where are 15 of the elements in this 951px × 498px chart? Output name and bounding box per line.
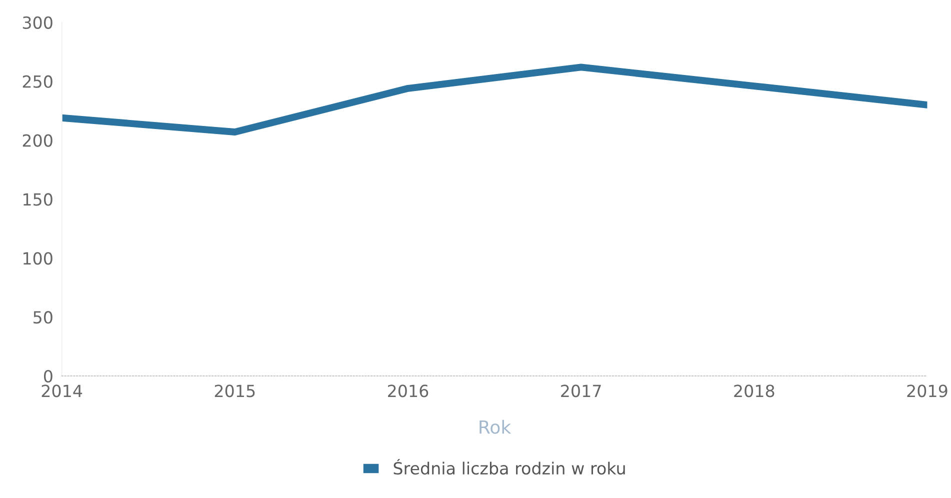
x-axis-title: Rok	[480, 420, 512, 434]
legend-label: Średnia liczba rodzin w roku	[394, 458, 625, 475]
x-tick-label: 2019	[907, 384, 948, 398]
x-tick-label: 2014	[42, 384, 82, 398]
y-tick-label: 200	[22, 134, 52, 147]
y-tick-label: 150	[24, 193, 52, 206]
y-tick-label: 300	[22, 16, 52, 29]
x-tick-label: 2018	[734, 384, 774, 398]
x-tick-label: 2017	[561, 384, 601, 398]
y-tick-label: 100	[24, 252, 52, 265]
y-tick-label: 250	[22, 75, 52, 88]
y-tick-label: 50	[34, 311, 52, 324]
y-tick-label: 0	[44, 370, 52, 383]
x-tick-label: 2015	[214, 384, 255, 398]
x-tick-label: 2016	[388, 384, 428, 398]
